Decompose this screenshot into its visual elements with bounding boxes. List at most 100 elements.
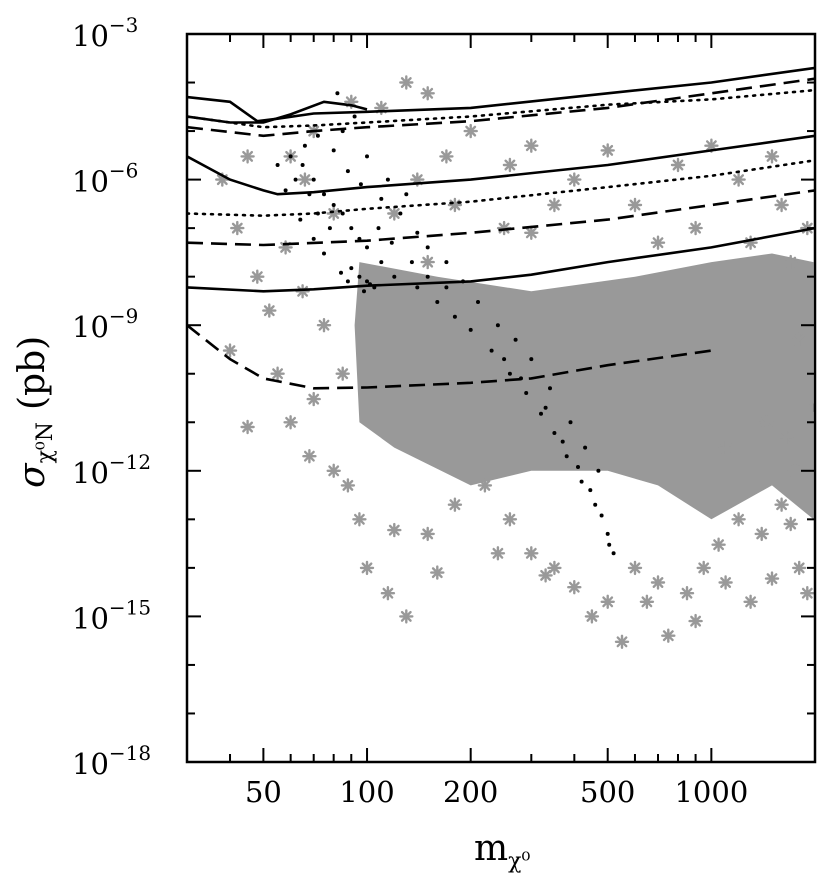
grey-point	[639, 594, 655, 609]
grey-point	[250, 269, 265, 284]
black-point	[392, 274, 397, 279]
grey-point	[359, 560, 375, 576]
black-point	[593, 502, 598, 507]
y-tick-label: 10−12	[72, 450, 151, 490]
grey-point	[447, 497, 463, 512]
grey-point	[783, 254, 798, 270]
grey-point	[490, 546, 506, 561]
grey-point	[230, 220, 245, 236]
grey-point	[679, 586, 695, 601]
black-point	[385, 177, 390, 182]
grey-point	[524, 138, 539, 153]
y-tick-label: 10−15	[72, 595, 151, 635]
grey-point	[240, 419, 255, 435]
y-tick-label: 10−6	[72, 159, 138, 199]
grey-point	[584, 609, 600, 624]
black-point	[568, 420, 573, 425]
grey-point	[547, 560, 562, 576]
grey-point	[718, 440, 733, 455]
grey-point	[600, 143, 615, 158]
black-point	[275, 163, 280, 167]
black-point	[476, 300, 480, 304]
black-point	[300, 163, 305, 167]
black-point	[311, 177, 316, 182]
black-point	[502, 357, 507, 362]
grey-point	[283, 415, 298, 430]
grey-point	[302, 449, 317, 464]
grey-point	[800, 586, 815, 601]
x-tick-label: 500	[580, 775, 635, 809]
black-point	[365, 279, 369, 284]
grey-point	[262, 303, 277, 318]
black-point	[444, 285, 449, 290]
grey-point	[764, 149, 780, 164]
grey-point	[567, 580, 582, 595]
grey-point	[352, 512, 367, 527]
scan-region-grey	[354, 253, 814, 520]
black-point	[365, 245, 369, 250]
limit-curve-dotted	[187, 88, 815, 129]
grey-point	[399, 75, 414, 90]
limit-curve-dashed	[187, 189, 815, 247]
black-point	[409, 260, 414, 265]
black-point	[539, 411, 543, 416]
black-point	[607, 542, 612, 547]
x-axis-label-sub: χ⁰	[508, 849, 530, 874]
black-point	[529, 357, 534, 362]
grey-point	[326, 463, 341, 478]
black-point	[560, 439, 565, 444]
black-point	[583, 445, 588, 450]
black-point	[495, 323, 500, 328]
grey-point	[222, 343, 238, 358]
black-point	[513, 337, 518, 342]
black-point	[362, 289, 366, 294]
grey-point	[650, 575, 666, 590]
black-point	[425, 274, 430, 279]
black-point	[398, 211, 403, 216]
limit-curve-solid	[187, 134, 815, 196]
grey-point	[670, 157, 686, 173]
grey-point	[688, 613, 703, 629]
grey-point	[399, 609, 414, 624]
grey-point	[718, 575, 733, 590]
black-point	[376, 226, 381, 231]
black-point	[340, 211, 345, 216]
grey-point	[787, 463, 803, 478]
black-point	[452, 314, 457, 319]
grey-point	[600, 594, 615, 609]
black-point	[349, 226, 354, 231]
grey-point	[650, 235, 666, 250]
grey-point	[463, 123, 478, 139]
grey-point	[688, 220, 703, 236]
black-point	[543, 405, 548, 410]
grey-point	[420, 254, 435, 270]
black-point	[357, 274, 362, 279]
grey-point	[524, 546, 539, 561]
black-point	[548, 386, 552, 391]
grey-point	[306, 391, 321, 407]
black-point	[349, 266, 354, 271]
grey-point	[380, 586, 396, 601]
black-point	[588, 488, 593, 493]
y-tick-labels: 10−3 10−6 10−9 10−12 10−15 10−18	[72, 13, 151, 781]
black-point	[327, 226, 332, 231]
grey-point	[240, 149, 255, 164]
black-point	[425, 245, 430, 250]
black-point	[552, 431, 557, 435]
grey-point	[524, 225, 539, 241]
black-point	[283, 188, 288, 193]
grey-point	[627, 197, 643, 213]
black-point	[379, 196, 384, 201]
grey-point	[295, 284, 310, 299]
grey-point	[335, 366, 350, 381]
grey-point	[387, 206, 402, 221]
black-point	[345, 169, 350, 174]
grey-point	[754, 526, 769, 542]
grey-point	[743, 594, 758, 609]
y-axis-label: σχ⁰N (pb)	[12, 336, 58, 488]
limit-curves	[187, 66, 815, 390]
grey-point	[731, 172, 746, 187]
black-point	[331, 203, 336, 207]
grey-point	[420, 526, 435, 542]
